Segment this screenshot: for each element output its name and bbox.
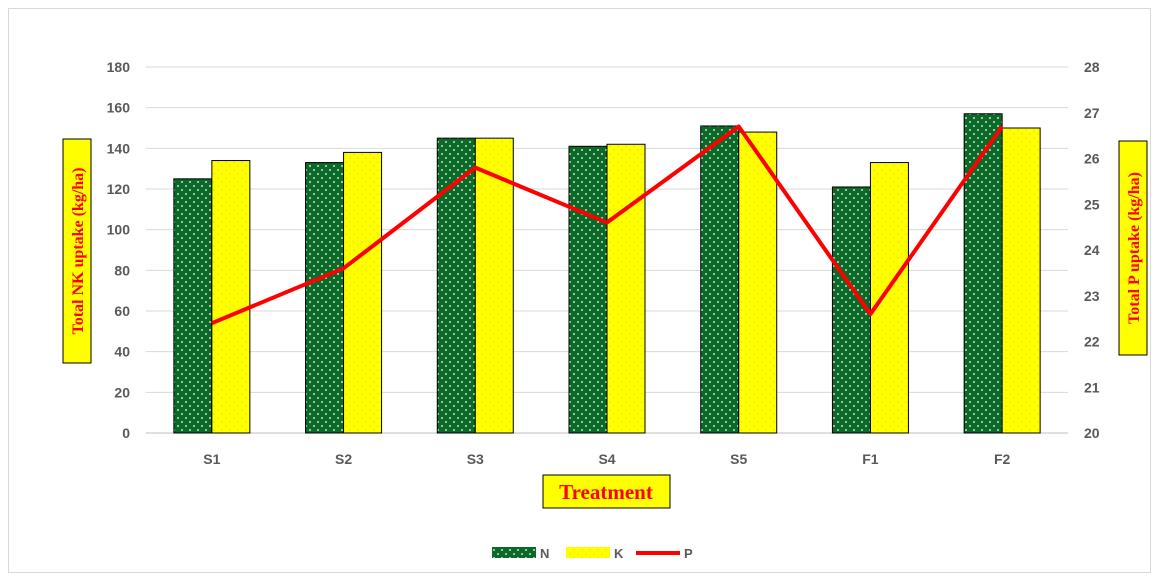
y-tick-label-left: 120 (107, 181, 131, 197)
x-tick-label: S3 (467, 451, 484, 467)
bar-k (606, 143, 646, 434)
y-tick-label-left: 180 (107, 59, 131, 75)
bar-k (211, 160, 251, 434)
bar-n (831, 186, 871, 434)
y-tick-label-right: 26 (1084, 151, 1100, 167)
y-tick-label-left: 20 (114, 384, 130, 400)
y-axis-title-left-box (62, 138, 92, 364)
x-tick-label: F2 (994, 451, 1011, 467)
bar-n (305, 162, 345, 434)
y-tick-label-left: 80 (114, 262, 130, 278)
y-tick-label-right: 27 (1084, 105, 1100, 121)
y-axis-title-right-box (1118, 140, 1148, 356)
chart-frame (8, 8, 1151, 573)
bar-k (474, 137, 514, 434)
p-line (211, 124, 1004, 326)
x-tick-label: F1 (862, 451, 879, 467)
axes: 0 20 40 60 80 100 120 140 160 180 20 21 22 23 24 25 26 27… (107, 59, 1100, 467)
x-axis-title-box (542, 474, 671, 509)
x-tick-label: S2 (335, 451, 352, 467)
bar-k (343, 151, 383, 434)
bar-n (173, 178, 213, 434)
x-axis-title: Treatment (542, 474, 671, 509)
bar-k (738, 131, 778, 434)
bar-n (963, 113, 1003, 434)
series-line-p (211, 124, 1004, 326)
y-tick-label-left: 40 (114, 344, 130, 360)
y-tick-label-right: 24 (1084, 242, 1100, 258)
y-axis-title-right-text: Total P uptake (kg/ha) (1126, 172, 1143, 324)
gridlines (146, 66, 1068, 434)
y-tick-label-right: 22 (1084, 334, 1100, 350)
y-axis-title-left-text: Total NK uptake (kg/ha) (70, 168, 87, 335)
bar-k (1001, 127, 1041, 434)
bars (173, 113, 1041, 434)
legend-swatch-k (566, 547, 610, 558)
x-tick-label: S5 (730, 451, 747, 467)
y-tick-label-left: 140 (107, 140, 131, 156)
bar-n (436, 137, 476, 434)
legend: N K P (492, 546, 693, 561)
legend-label-p: P (684, 546, 693, 561)
y-axis-title-left: Total NK uptake (kg/ha) (62, 138, 92, 364)
y-axis-title-right: Total P uptake (kg/ha) (1118, 140, 1148, 356)
legend-label-n: N (540, 546, 549, 561)
x-tick-label: S4 (598, 451, 615, 467)
y-tick-label-left: 160 (107, 100, 131, 116)
bar-k (869, 162, 909, 434)
y-tick-label-left: 60 (114, 303, 130, 319)
x-axis-title-text: Treatment (559, 480, 653, 504)
y-tick-label-right: 21 (1084, 379, 1100, 395)
y-tick-label-right: 25 (1084, 196, 1100, 212)
legend-label-k: K (614, 546, 624, 561)
y-tick-label-right: 23 (1084, 288, 1100, 304)
y-tick-label-left: 0 (122, 425, 130, 441)
y-tick-label-right: 20 (1084, 425, 1100, 441)
bar-n (700, 125, 740, 434)
y-tick-label-right: 28 (1084, 59, 1100, 75)
x-tick-label: S1 (203, 451, 220, 467)
bar-n (568, 145, 608, 434)
legend-swatch-n (492, 547, 536, 558)
y-tick-label-left: 100 (107, 222, 131, 238)
